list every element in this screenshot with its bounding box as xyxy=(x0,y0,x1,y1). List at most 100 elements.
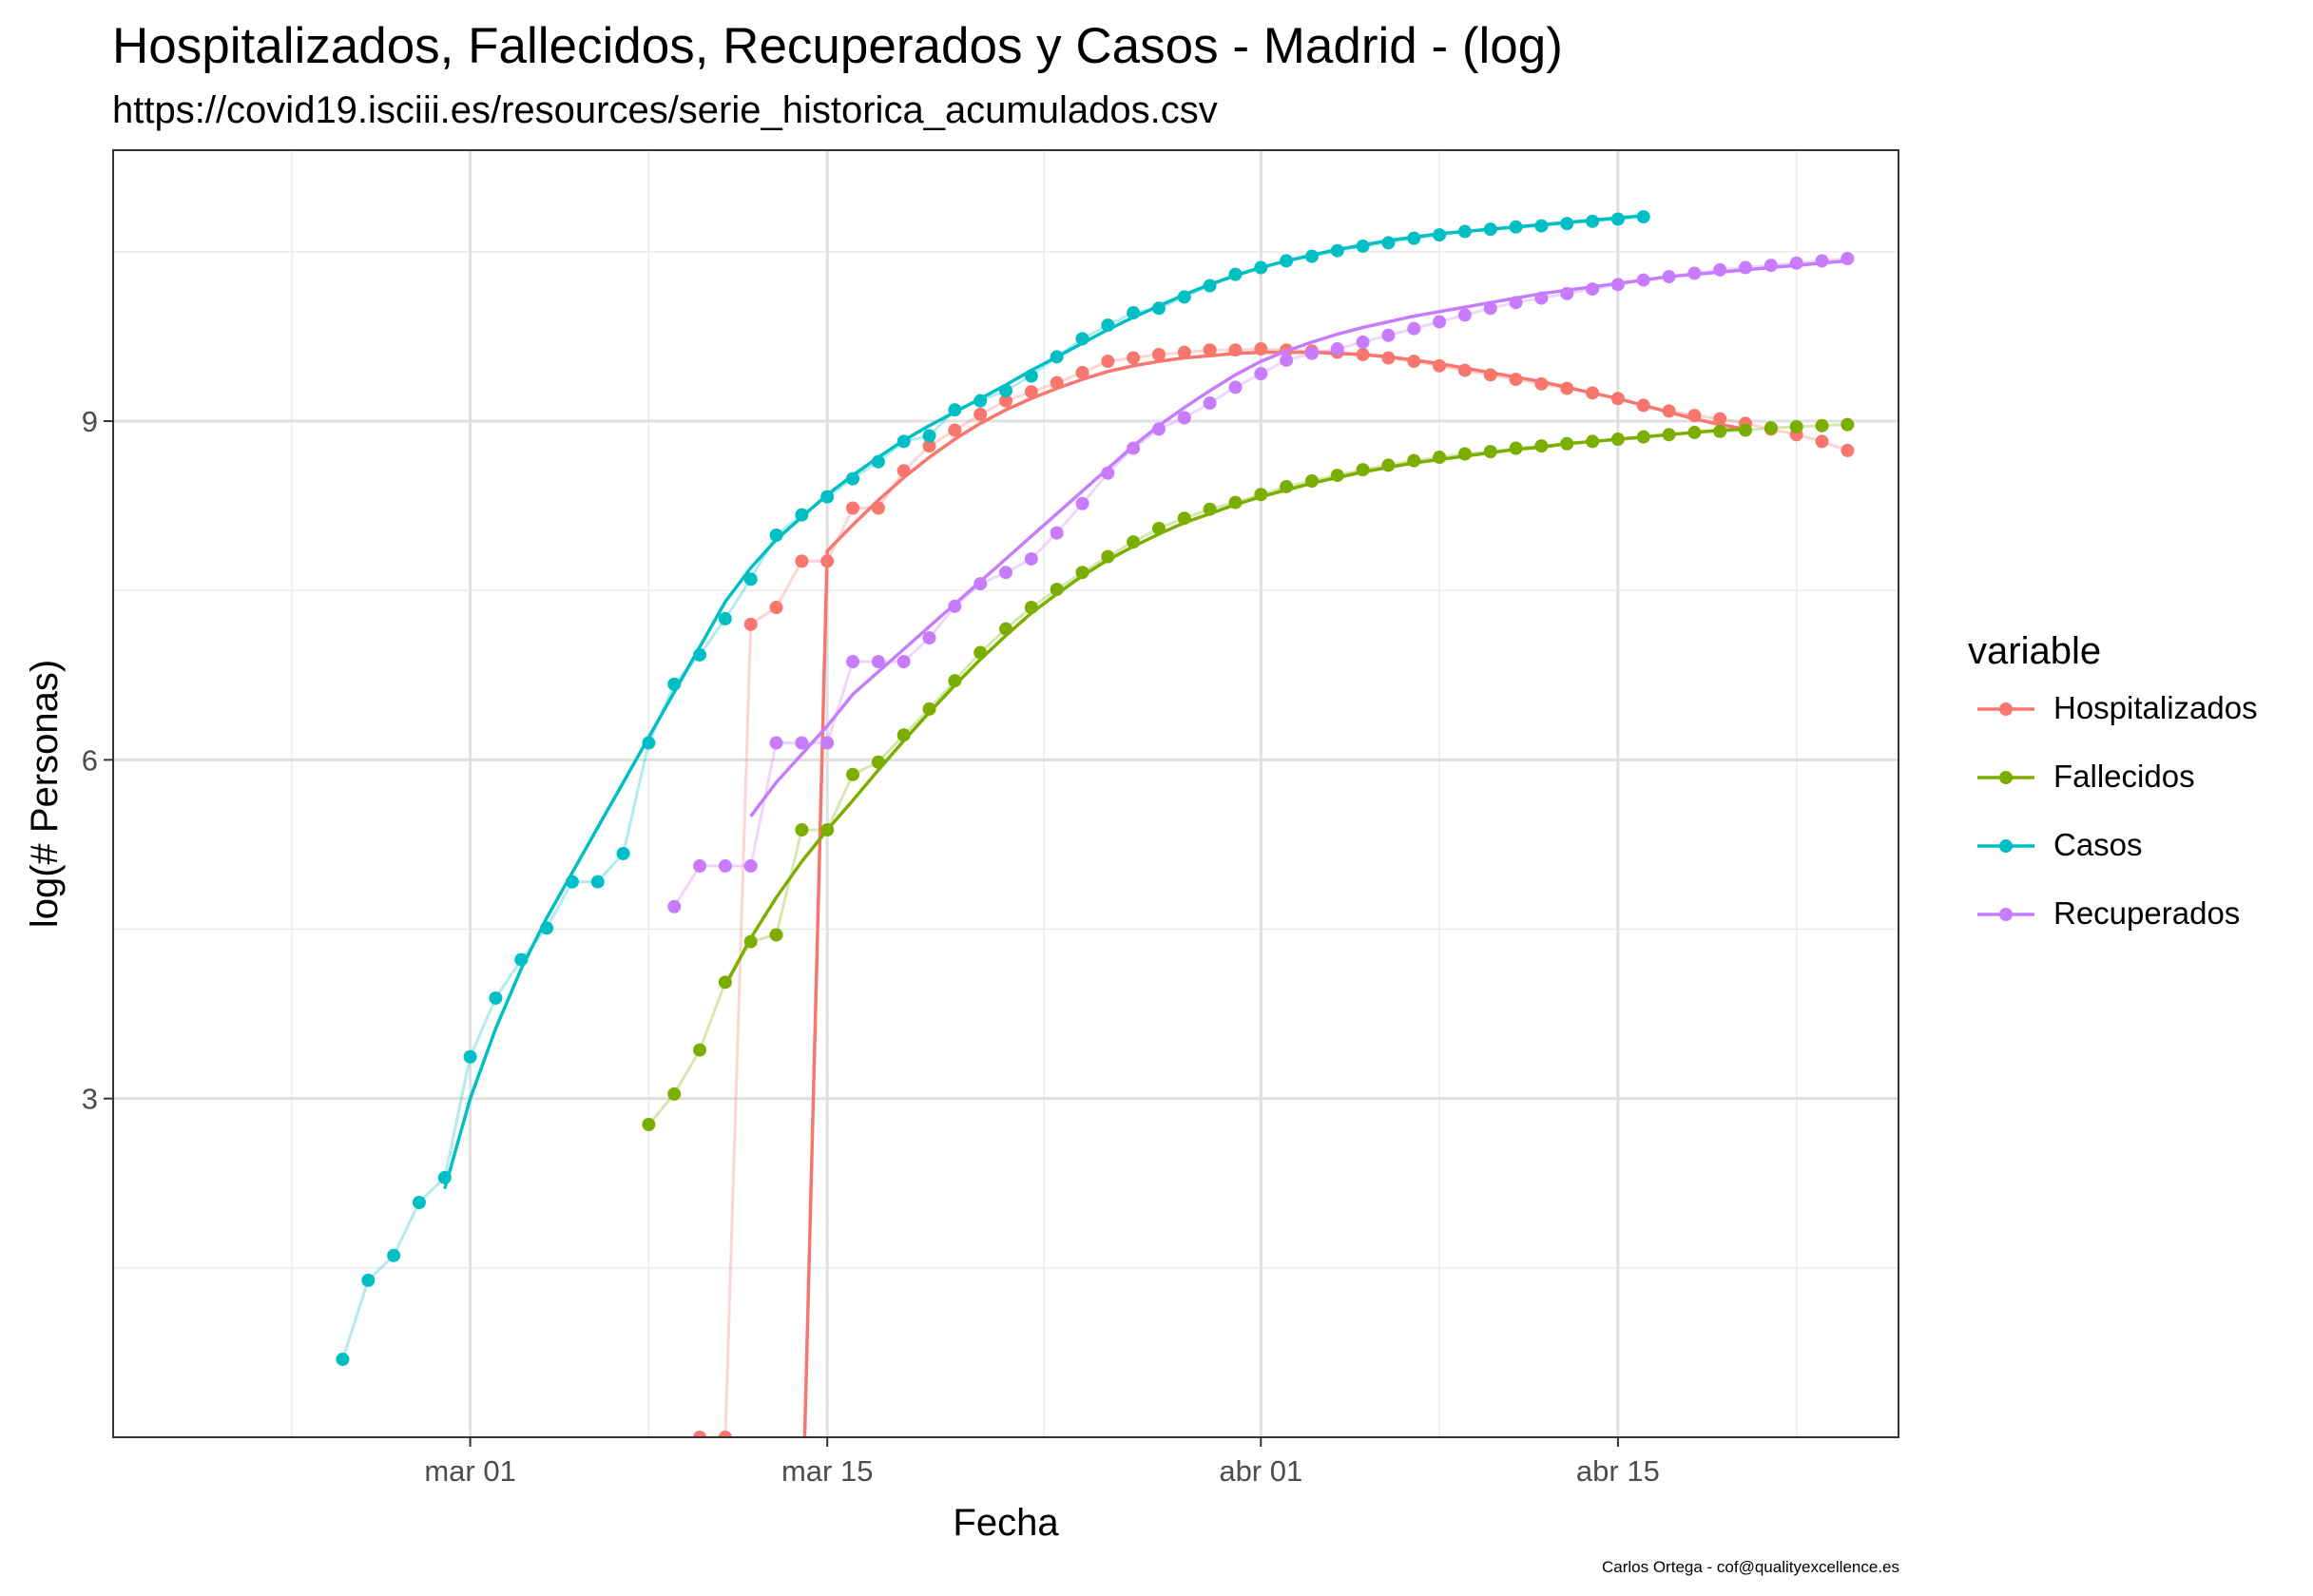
data-point-hospitalizados xyxy=(1203,343,1217,357)
data-point-casos xyxy=(361,1273,376,1287)
y-tick-label: 6 xyxy=(82,743,98,777)
data-point-recuperados xyxy=(1407,321,1421,336)
data-point-casos xyxy=(336,1353,350,1367)
data-point-recuperados xyxy=(1203,396,1217,411)
data-point-casos xyxy=(489,990,503,1005)
series-raw-line-hospitalizados xyxy=(700,347,1848,1437)
data-point-hospitalizados xyxy=(1815,434,1829,449)
data-point-fallecidos xyxy=(667,1086,682,1101)
data-point-recuperados xyxy=(1075,496,1089,510)
caption: Carlos Ortega - cof@qualityexcellence.es xyxy=(1601,1558,1899,1576)
data-point-hospitalizados xyxy=(1101,355,1115,369)
chart-title: Hospitalizados, Fallecidos, Recuperados … xyxy=(112,18,1563,74)
legend-item-casos: Casos xyxy=(1968,812,2143,880)
data-point-fallecidos xyxy=(795,823,809,837)
series-smooth-line-hospitalizados xyxy=(802,350,1746,1437)
data-point-recuperados xyxy=(769,736,783,750)
data-point-casos xyxy=(616,846,630,860)
data-point-recuperados xyxy=(1739,260,1753,275)
data-point-recuperados xyxy=(1177,411,1191,425)
data-point-hospitalizados xyxy=(846,501,860,515)
panel-border xyxy=(112,149,1899,1438)
x-tick-label: mar 01 xyxy=(424,1454,515,1488)
legend-key xyxy=(1977,702,2034,716)
data-point-fallecidos xyxy=(1075,566,1089,580)
data-point-casos xyxy=(743,572,758,586)
data-point-hospitalizados xyxy=(1177,345,1191,359)
data-point-recuperados xyxy=(667,899,682,913)
data-point-casos xyxy=(412,1195,426,1209)
data-point-hospitalizados xyxy=(693,1431,707,1437)
legend-title: variable xyxy=(1968,630,2102,672)
y-axis-label: log(# Personas) xyxy=(24,660,66,928)
legend-item-recuperados: Recuperados xyxy=(1968,880,2240,949)
data-point-hospitalizados xyxy=(1841,443,1855,457)
legend-label: Hospitalizados xyxy=(2053,690,2258,725)
data-point-casos xyxy=(387,1248,401,1262)
data-point-recuperados xyxy=(846,655,860,669)
x-tick-label: mar 15 xyxy=(781,1454,873,1488)
data-point-fallecidos xyxy=(1789,419,1803,433)
series-raw-line-casos xyxy=(341,215,1644,1360)
data-point-recuperados xyxy=(1483,301,1497,316)
data-point-fallecidos xyxy=(769,928,783,942)
data-point-hospitalizados xyxy=(999,394,1012,408)
data-point-recuperados xyxy=(1764,259,1778,273)
data-point-casos xyxy=(590,875,605,889)
y-tick-label: 9 xyxy=(82,405,98,438)
series-smooth-line-casos xyxy=(443,214,1644,1190)
data-point-hospitalizados xyxy=(973,407,988,421)
data-point-recuperados xyxy=(1280,353,1294,367)
data-point-recuperados xyxy=(1841,252,1855,266)
x-tick-label: abr 01 xyxy=(1219,1454,1302,1488)
data-point-recuperados xyxy=(795,736,809,750)
legend-key xyxy=(1977,771,2034,784)
data-point-hospitalizados xyxy=(922,439,936,453)
legend-key xyxy=(1977,908,2034,921)
legend-key-point xyxy=(1999,839,2013,853)
data-point-recuperados xyxy=(1330,342,1344,356)
data-point-recuperados xyxy=(1457,308,1472,322)
series-smooth-line-recuperados xyxy=(749,259,1848,817)
data-point-recuperados xyxy=(743,859,758,874)
data-point-recuperados xyxy=(999,566,1012,580)
data-point-casos xyxy=(846,471,860,486)
data-point-recuperados xyxy=(1815,254,1829,268)
data-point-fallecidos xyxy=(1815,418,1829,433)
data-point-recuperados xyxy=(1356,335,1370,349)
data-point-recuperados xyxy=(1254,367,1268,381)
data-point-recuperados xyxy=(1151,422,1166,436)
data-point-recuperados xyxy=(1304,346,1319,360)
data-point-hospitalizados xyxy=(769,601,783,615)
data-point-fallecidos xyxy=(1841,417,1855,432)
data-point-casos xyxy=(718,611,732,625)
legend-key xyxy=(1977,839,2034,853)
x-axis-label: Fecha xyxy=(953,1502,1059,1544)
data-point-recuperados xyxy=(871,655,885,669)
data-point-recuperados xyxy=(1050,526,1064,540)
series-smooth-line-fallecidos xyxy=(723,427,1746,987)
data-point-recuperados xyxy=(1228,380,1243,394)
legend-label: Fallecidos xyxy=(2053,759,2195,794)
legend-key-point xyxy=(1999,908,2013,921)
data-point-recuperados xyxy=(922,631,936,645)
x-tick-label: abr 15 xyxy=(1576,1454,1660,1488)
data-point-hospitalizados xyxy=(1075,365,1089,379)
data-point-recuperados xyxy=(1713,262,1727,277)
legend-item-hospitalizados: Hospitalizados xyxy=(1968,675,2258,743)
data-point-hospitalizados xyxy=(743,617,758,631)
data-point-hospitalizados xyxy=(1127,351,1141,365)
y-tick-label: 3 xyxy=(82,1083,98,1116)
data-point-recuperados xyxy=(820,736,835,750)
data-point-recuperados xyxy=(1433,315,1447,329)
data-point-hospitalizados xyxy=(718,1431,732,1437)
data-point-fallecidos xyxy=(922,702,936,716)
data-point-fallecidos xyxy=(642,1118,656,1132)
data-point-hospitalizados xyxy=(1151,347,1166,361)
data-point-recuperados xyxy=(896,655,911,669)
data-point-recuperados xyxy=(718,859,732,874)
data-point-casos xyxy=(922,429,936,443)
data-point-recuperados xyxy=(1381,328,1396,342)
data-point-casos xyxy=(463,1049,477,1064)
